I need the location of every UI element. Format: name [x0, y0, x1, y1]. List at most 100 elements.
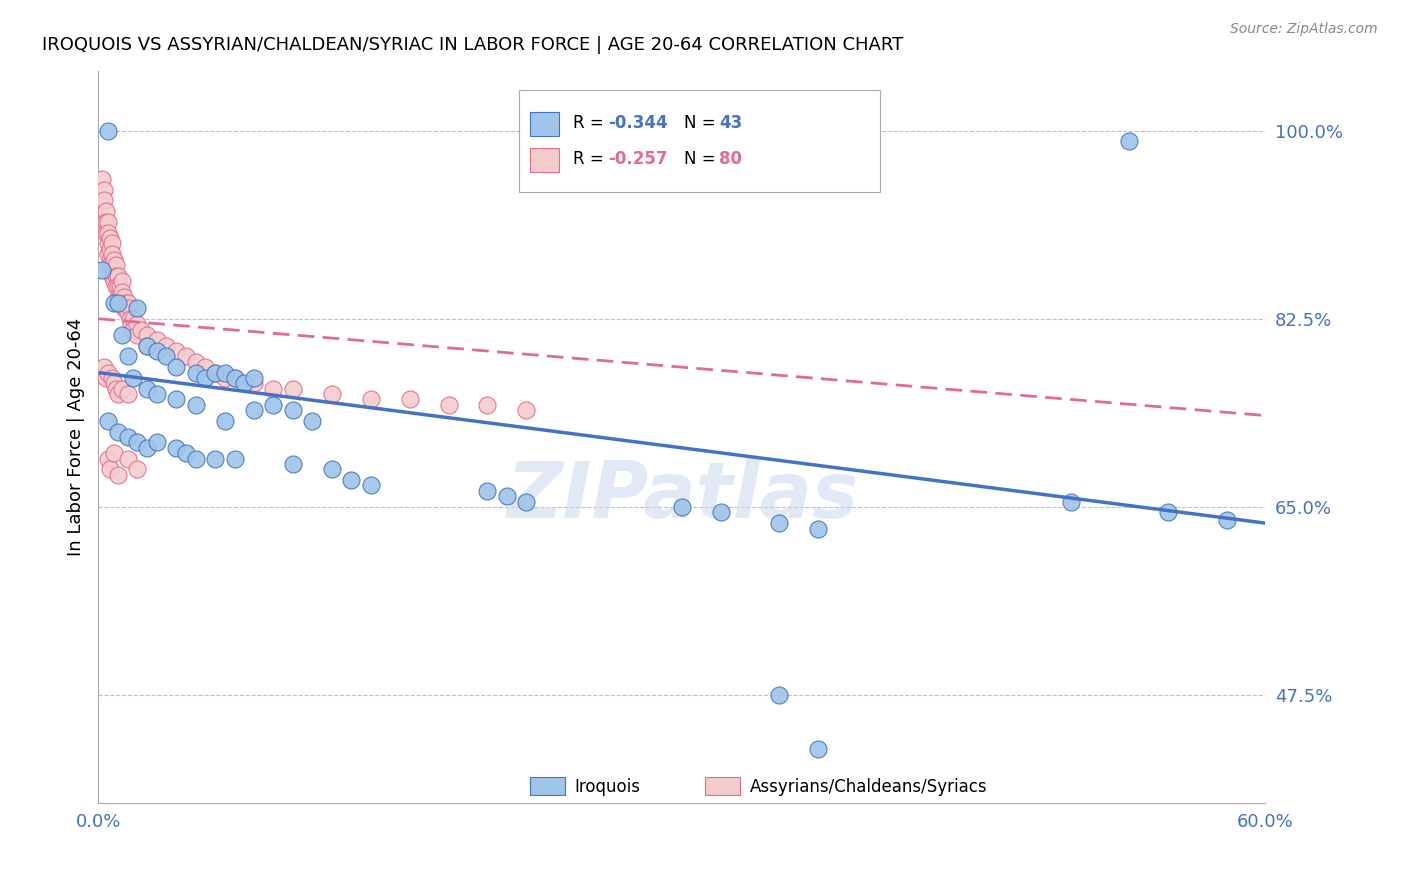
Point	[103, 274, 125, 288]
Point	[107, 279, 129, 293]
Point	[122, 371, 145, 385]
Text: Iroquois: Iroquois	[575, 778, 641, 796]
Point	[281, 403, 304, 417]
Text: ZIPatlas: ZIPatlas	[506, 458, 858, 533]
Text: N =: N =	[685, 113, 721, 131]
Point	[96, 204, 118, 219]
Text: 43: 43	[720, 113, 742, 131]
Point	[155, 350, 177, 364]
Point	[107, 467, 129, 482]
Point	[129, 322, 152, 336]
Point	[184, 451, 207, 466]
Text: R =: R =	[574, 150, 609, 168]
Point	[1118, 134, 1140, 148]
Point	[96, 215, 118, 229]
Point	[165, 441, 187, 455]
Point	[204, 366, 226, 380]
Point	[321, 387, 343, 401]
Point	[101, 247, 124, 261]
Point	[1215, 513, 1237, 527]
Point	[117, 387, 139, 401]
Point	[262, 398, 284, 412]
Point	[121, 317, 143, 331]
Point	[165, 344, 187, 359]
Point	[214, 366, 236, 380]
Point	[204, 366, 226, 380]
Point	[103, 295, 125, 310]
Point	[477, 483, 499, 498]
Point	[671, 500, 693, 514]
Point	[127, 317, 149, 331]
Point	[136, 338, 159, 352]
Point	[194, 360, 217, 375]
Bar	[530, 112, 560, 136]
Point	[96, 226, 118, 240]
Point	[111, 382, 134, 396]
Point	[262, 382, 284, 396]
Point	[91, 263, 114, 277]
Point	[103, 252, 125, 267]
Point	[243, 371, 266, 385]
Point	[117, 430, 139, 444]
Point	[97, 226, 120, 240]
Point	[108, 279, 131, 293]
Point	[122, 322, 145, 336]
Point	[107, 268, 129, 283]
Point	[111, 327, 134, 342]
Point	[146, 333, 169, 347]
Point	[174, 446, 197, 460]
Point	[204, 451, 226, 466]
Point	[97, 247, 120, 261]
Point	[111, 285, 134, 299]
Point	[97, 236, 120, 251]
Point	[101, 268, 124, 283]
Text: 80: 80	[720, 150, 742, 168]
Point	[117, 295, 139, 310]
Point	[1157, 505, 1180, 519]
Point	[146, 387, 169, 401]
Point	[112, 290, 135, 304]
Point	[104, 268, 127, 283]
Point	[97, 123, 120, 137]
Point	[243, 376, 266, 391]
Point	[1060, 494, 1083, 508]
Point	[174, 350, 197, 364]
Point	[118, 311, 141, 326]
Point	[136, 382, 159, 396]
Point	[194, 371, 217, 385]
Point	[127, 462, 149, 476]
Point	[146, 435, 169, 450]
Point	[710, 505, 733, 519]
Point	[122, 311, 145, 326]
Point	[515, 403, 537, 417]
Bar	[530, 777, 565, 796]
Point	[103, 263, 125, 277]
Point	[321, 462, 343, 476]
Point	[103, 446, 125, 460]
Point	[104, 279, 127, 293]
Y-axis label: In Labor Force | Age 20-64: In Labor Force | Age 20-64	[66, 318, 84, 557]
Point	[360, 478, 382, 492]
Point	[496, 489, 519, 503]
Point	[97, 215, 120, 229]
Bar	[519, 90, 880, 192]
Point	[111, 295, 134, 310]
Point	[224, 451, 246, 466]
Point	[104, 382, 127, 396]
Point	[768, 688, 790, 702]
Point	[96, 371, 118, 385]
Point	[127, 435, 149, 450]
Point	[112, 301, 135, 315]
Point	[111, 274, 134, 288]
Text: Assyrians/Chaldeans/Syriacs: Assyrians/Chaldeans/Syriacs	[749, 778, 987, 796]
Point	[117, 451, 139, 466]
Text: IROQUOIS VS ASSYRIAN/CHALDEAN/SYRIAC IN LABOR FORCE | AGE 20-64 CORRELATION CHAR: IROQUOIS VS ASSYRIAN/CHALDEAN/SYRIAC IN …	[42, 36, 904, 54]
Point	[281, 382, 304, 396]
Point	[98, 242, 121, 256]
Point	[184, 355, 207, 369]
Point	[91, 172, 114, 186]
Point	[807, 742, 830, 756]
Point	[214, 414, 236, 428]
Point	[101, 258, 124, 272]
Point	[243, 403, 266, 417]
